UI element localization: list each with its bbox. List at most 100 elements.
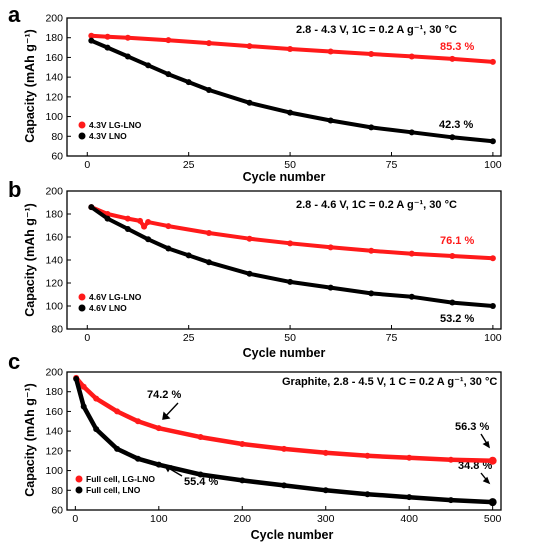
data-point-a-0-7 — [327, 48, 334, 55]
xtick-label-a: 50 — [284, 159, 296, 171]
arrowhead-74 — [162, 411, 171, 420]
panel-label-c: c — [8, 349, 20, 374]
legend-marker-c-1 — [75, 486, 83, 494]
data-point-b-1-1 — [104, 215, 111, 222]
data-point-b-0-7 — [205, 229, 212, 236]
data-point-b-0-3 — [137, 217, 144, 224]
ytick-label-b: 100 — [45, 301, 63, 313]
data-point-a-1-7 — [246, 99, 253, 106]
xtick-label-b: 75 — [386, 332, 398, 344]
data-point-a-0-9 — [408, 53, 415, 60]
data-point-a-0-2 — [124, 34, 131, 41]
xtick-label-b: 0 — [84, 332, 90, 344]
data-point-b-0-5 — [145, 219, 152, 226]
xtick-label-c: 300 — [317, 513, 335, 525]
ytick-label-c: 100 — [45, 465, 63, 477]
xlabel-b: Cycle number — [243, 346, 326, 360]
panel-a: a 2.8 - 4.3 V, 1C = 0.2 A g⁻¹, 30 °C 85.… — [8, 2, 502, 184]
plot-frame-a — [66, 17, 502, 157]
xtick-label-c: 0 — [72, 513, 78, 525]
xtick-label-a: 0 — [84, 159, 90, 171]
data-point-b-1-10 — [368, 290, 375, 297]
data-point-c-1-0 — [73, 375, 80, 382]
data-point-a-0-1 — [104, 33, 111, 40]
data-point-c-0-11 — [406, 454, 413, 461]
data-point-a-1-2 — [124, 53, 131, 60]
data-point-c-1-11 — [406, 494, 413, 501]
panel-label-a: a — [8, 2, 21, 27]
data-point-c-0-5 — [155, 425, 162, 432]
plot-frame-b — [66, 190, 502, 330]
data-point-c-0-4 — [134, 418, 141, 425]
ytick-label-b: 180 — [45, 209, 63, 221]
xtick-label-b: 25 — [183, 332, 195, 344]
data-point-a-1-4 — [165, 71, 172, 78]
data-point-b-0-6 — [165, 223, 172, 230]
data-point-a-1-3 — [145, 62, 152, 69]
arrowhead-563 — [482, 440, 490, 449]
data-point-c-1-10 — [364, 491, 371, 498]
condition-text-b: 2.8 - 4.6 V, 1C = 0.2 A g⁻¹, 30 °C — [296, 199, 457, 211]
data-point-c-1-7 — [239, 477, 246, 484]
xtick-label-c: 500 — [484, 513, 502, 525]
data-point-c-0-9 — [322, 449, 329, 456]
ytick-label-a: 80 — [51, 131, 63, 143]
legend-label-b-1: 4.6V LNO — [89, 303, 127, 313]
ytick-label-c: 80 — [51, 485, 63, 497]
legend-label-c-0: Full cell, LG-LNO — [86, 474, 155, 484]
ytick-label-b: 120 — [45, 278, 63, 290]
ytick-label-c: 60 — [51, 505, 63, 517]
data-point-a-1-6 — [205, 86, 212, 93]
data-point-a-1-10 — [368, 124, 375, 131]
data-point-b-1-2 — [124, 225, 131, 232]
legend-label-c-1: Full cell, LNO — [86, 485, 141, 495]
plot-frame-c — [66, 371, 502, 511]
data-point-c-1-1 — [80, 403, 87, 410]
ytick-label-a: 160 — [45, 52, 63, 64]
ytick-label-b: 140 — [45, 255, 63, 267]
data-point-c-0-12 — [447, 456, 454, 463]
annotation-b-black: 53.2 % — [440, 313, 474, 325]
annotation-c-4: 34.8 % — [458, 460, 492, 472]
legend-marker-a-1 — [78, 132, 86, 140]
data-point-a-1-12 — [449, 134, 456, 141]
ytick-label-c: 140 — [45, 426, 63, 438]
condition-text-c: Graphite, 2.8 - 4.5 V, 1 C = 0.2 A g⁻¹, … — [282, 376, 497, 388]
ytick-label-b: 80 — [51, 324, 63, 336]
legend-label-b-0: 4.6V LG-LNO — [89, 292, 142, 302]
panel-b: b 2.8 - 4.6 V, 1C = 0.2 A g⁻¹, 30 °C 76.… — [8, 177, 502, 360]
data-point-c-0-10 — [364, 452, 371, 459]
ylabel-c: Capacity (mAh g⁻¹) — [23, 383, 37, 497]
data-point-b-0-13 — [449, 252, 456, 259]
data-point-b-0-9 — [287, 240, 294, 247]
data-point-a-0-5 — [246, 43, 253, 50]
data-point-c-1-5 — [155, 461, 162, 468]
data-point-b-0-14 — [489, 255, 496, 262]
ytick-label-a: 100 — [45, 111, 63, 123]
annotation-c-1: 74.2 % — [147, 389, 181, 401]
data-point-a-1-11 — [408, 129, 415, 136]
legend-marker-b-0 — [78, 293, 86, 301]
xtick-label-a: 100 — [484, 159, 502, 171]
data-point-a-0-3 — [165, 37, 172, 44]
xlabel-a: Cycle number — [243, 170, 326, 184]
data-point-b-1-7 — [246, 270, 253, 277]
ytick-label-b: 200 — [45, 186, 63, 198]
data-point-a-0-0 — [88, 32, 95, 39]
annotation-b-red: 76.1 % — [440, 235, 474, 247]
data-point-a-1-8 — [287, 109, 294, 116]
xlabel-c: Cycle number — [251, 528, 334, 542]
ytick-label-c: 200 — [45, 367, 63, 379]
data-point-a-1-13 — [489, 138, 496, 145]
series-end-marker-c-1 — [488, 498, 497, 507]
annotation-c-3: 56.3 % — [455, 421, 489, 433]
annotation-a-red: 85.3 % — [440, 41, 474, 53]
data-point-c-0-8 — [281, 445, 287, 452]
xtick-label-a: 75 — [386, 159, 398, 171]
data-point-b-1-12 — [449, 299, 456, 306]
data-point-a-1-9 — [327, 117, 334, 124]
data-point-b-1-6 — [205, 259, 212, 266]
xtick-label-b: 50 — [284, 332, 296, 344]
annotation-c-2: 55.4 % — [184, 476, 218, 488]
series-line-b-1 — [89, 205, 495, 308]
